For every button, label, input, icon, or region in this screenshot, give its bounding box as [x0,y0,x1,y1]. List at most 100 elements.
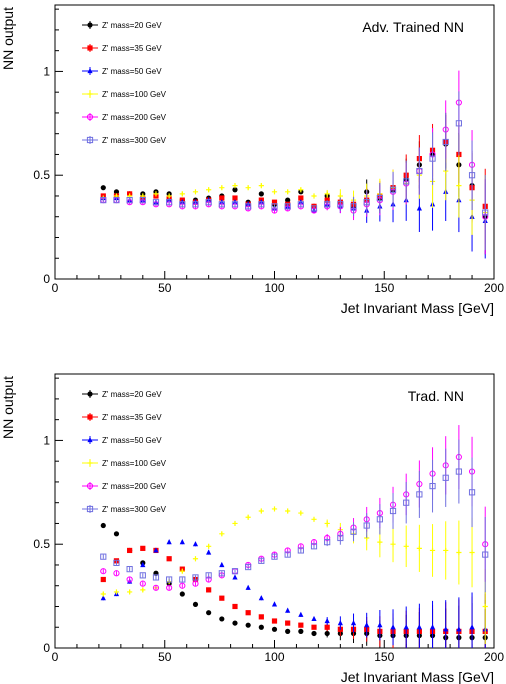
data-point [245,514,251,520]
legend-label: Z' mass=50 GeV [102,436,162,445]
data-point [192,201,199,208]
data-point [192,601,199,608]
legend-marker [87,45,93,51]
data-point [403,178,410,185]
y-axis-title: NN output [0,7,16,70]
y-tick-label: 1 [43,433,50,447]
data-point [403,624,409,630]
data-point [416,545,422,551]
data-point [363,199,370,206]
data-point [377,539,383,545]
legend-label: Z' mass=300 GeV [102,136,167,145]
data-point [298,187,304,193]
data-point [297,547,304,554]
data-point [285,628,291,634]
data-point [100,197,107,204]
data-point [100,185,106,191]
data-point [311,193,317,199]
data-point [429,155,436,162]
data-point [311,630,317,637]
data-point [456,182,462,189]
data-point [152,574,160,581]
series-6 [100,439,489,593]
data-point [140,587,146,593]
legend-marker [87,22,93,28]
series-2 [100,545,488,648]
data-point [376,194,383,202]
series-3 [100,162,488,259]
data-point [100,595,106,601]
data-point [455,468,462,475]
legend-marker [86,136,94,144]
x-tick-label: 150 [374,650,394,664]
x-axis-title: Jet Invariant Mass [GeV] [341,300,494,316]
x-axis-title: Jet Invariant Mass [GeV] [341,669,494,684]
data-point [232,187,238,193]
data-point [311,624,317,630]
data-point [337,201,344,208]
data-point [100,568,107,575]
data-point [140,545,146,551]
x-tick-label: 100 [264,281,284,295]
data-point [258,201,265,208]
data-point [152,199,160,206]
data-point [258,191,264,197]
legend-marker [86,113,94,121]
data-point [206,587,212,593]
legend-marker [86,505,94,513]
data-point [271,189,278,195]
data-point [205,199,212,206]
data-point [416,205,422,211]
legend-marker [87,391,93,397]
data-point [113,589,120,595]
data-point [152,584,160,591]
data-point [179,568,185,574]
data-point [482,551,489,558]
data-point [245,622,251,628]
data-point [350,619,357,626]
data-point [258,557,265,564]
data-point [389,507,397,515]
legend-marker [87,460,93,466]
data-point [232,182,238,189]
x-tick-label: 50 [158,281,172,295]
data-point [192,574,199,581]
x-tick-label: 50 [158,650,172,664]
data-point [232,195,238,201]
data-point [205,572,212,579]
data-point [232,620,238,626]
data-point [337,534,344,542]
data-point [285,189,291,195]
data-point [232,574,238,580]
data-point [324,197,330,203]
data-point [482,603,488,610]
data-point [285,197,291,203]
legend-label: Z' mass=300 GeV [102,505,167,514]
data-point [271,553,278,560]
panel-title: Adv. Trained NN [362,19,464,35]
data-point [100,576,106,583]
series-2 [100,112,488,244]
data-point [113,531,120,537]
data-point [258,624,264,630]
legend-label: Z' mass=100 GeV [102,459,167,468]
data-point [126,576,133,583]
data-point [231,201,239,208]
data-point [403,499,410,506]
data-point [285,508,291,514]
data-point [113,570,120,577]
data-point [245,203,252,210]
data-point [284,551,291,558]
data-point [166,576,173,583]
data-point [324,201,331,208]
data-point [258,595,264,601]
data-point [324,624,330,630]
data-point [310,205,318,212]
data-point [219,185,225,191]
data-point [468,172,476,179]
series-6 [100,91,489,251]
data-point [271,601,278,607]
data-point [126,566,133,573]
data-point [245,185,251,191]
